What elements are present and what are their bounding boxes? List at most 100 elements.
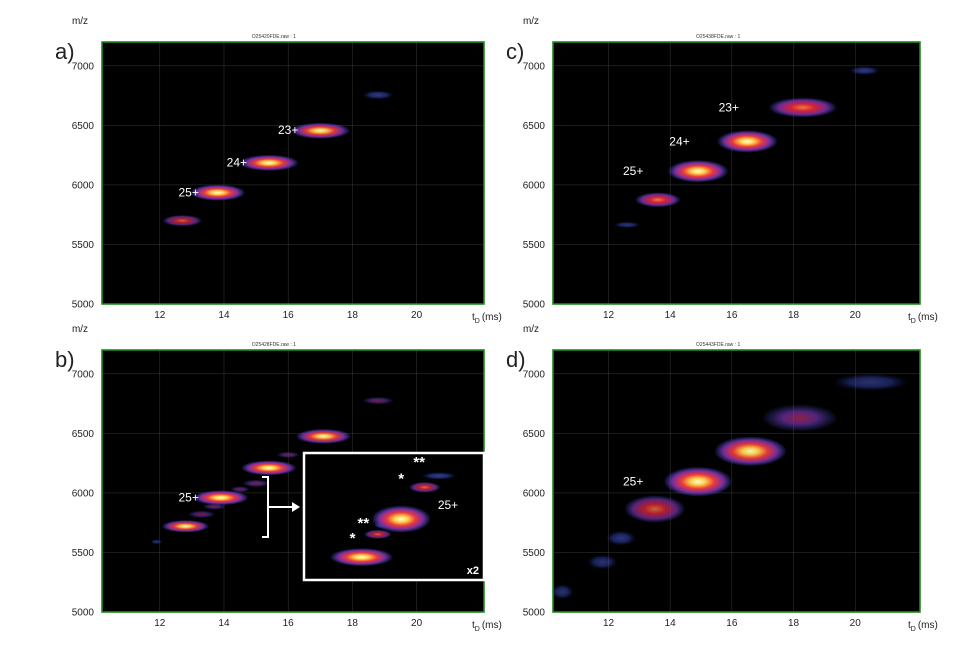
- x-axis-label-unit: (ms): [918, 312, 938, 323]
- plot-frame: [552, 349, 921, 613]
- x-tick-label: 18: [788, 618, 800, 629]
- y-tick-label: 6500: [523, 121, 546, 132]
- x-axis-label-sub: D: [911, 626, 916, 633]
- heatmap-feature: [832, 373, 909, 391]
- y-tick-label: 7000: [523, 369, 546, 380]
- inset-heatmap-feature: [371, 505, 431, 533]
- charge-state-label: 24+: [227, 155, 247, 169]
- inset-charge-label: 25+: [438, 498, 458, 512]
- x-tick-label: 20: [411, 618, 423, 629]
- inset-asterisk-label: *: [398, 470, 404, 487]
- heatmap-feature: [162, 215, 203, 227]
- x-axis-label-main: t: [472, 312, 475, 323]
- y-tick-label: 5000: [72, 608, 95, 619]
- heatmap-feature: [189, 184, 246, 201]
- x-axis-label-unit: (ms): [482, 312, 502, 323]
- charge-state-label: 24+: [669, 134, 689, 148]
- x-axis-label-sub: D: [475, 626, 480, 633]
- y-tick-label: 6500: [72, 429, 95, 440]
- y-axis-label: m/z: [523, 324, 539, 335]
- heatmap-feature: [667, 159, 729, 183]
- heatmap-feature: [587, 554, 618, 570]
- heatmap-feature: [761, 404, 838, 432]
- panel-letter: c): [506, 39, 524, 64]
- y-tick-label: 6500: [523, 429, 546, 440]
- x-tick-label: 20: [411, 310, 423, 321]
- plot-area: [102, 42, 484, 304]
- panel-letter: a): [55, 39, 75, 64]
- heatmap-feature: [150, 539, 163, 545]
- y-tick-label: 5500: [72, 548, 95, 559]
- y-tick-label: 6000: [72, 488, 95, 499]
- heatmap-feature: [849, 66, 880, 75]
- y-axis-label: m/z: [523, 16, 539, 27]
- x-axis-label: tD (ms): [472, 312, 502, 325]
- panel-file-title: O25428FDE.raw : 1: [252, 342, 296, 348]
- y-tick-label: 5500: [523, 548, 546, 559]
- heatmap-feature: [241, 460, 297, 476]
- x-tick-label: 18: [788, 310, 800, 321]
- heatmap-feature: [613, 221, 641, 228]
- heatmap-feature: [230, 486, 250, 493]
- x-tick-label: 14: [218, 310, 230, 321]
- y-tick-label: 6000: [523, 180, 546, 191]
- heatmap-feature: [295, 428, 352, 444]
- heatmap-feature: [624, 495, 686, 523]
- x-tick-label: 20: [850, 310, 862, 321]
- x-axis-label-unit: (ms): [482, 620, 502, 631]
- panel-c: 12 14 16 18 20 5000 5500 6000 6500 7000 m/z tD (ms) c…: [506, 16, 938, 325]
- panel-d: 12 14 16 18 20 5000 5500 6000 6500 7000 m/z tD (ms) d…: [506, 324, 938, 633]
- x-axis-label: tD (ms): [908, 312, 938, 325]
- zoom-inset: ***25+***x2: [302, 451, 486, 582]
- y-tick-label: 5000: [523, 300, 546, 311]
- panel-letter: d): [506, 347, 526, 372]
- heatmap-feature: [276, 451, 301, 458]
- charge-state-label: 25+: [178, 491, 198, 505]
- y-tick-label: 6000: [72, 180, 95, 191]
- heatmap-feature: [605, 530, 637, 546]
- charge-state-label: 25+: [178, 186, 198, 200]
- inset-heatmap-feature: [421, 472, 457, 480]
- inset-heatmap-feature: [329, 547, 394, 567]
- heatmap-feature: [192, 490, 249, 506]
- x-tick-label: 20: [850, 618, 862, 629]
- heatmap-feature: [768, 97, 838, 118]
- x-axis-label-main: t: [908, 620, 911, 631]
- plot-area: [553, 350, 920, 612]
- charge-state-label: 25+: [623, 475, 643, 489]
- x-axis-label-sub: D: [911, 318, 916, 325]
- panel-b: 12 14 16 18 20 5000 5500 6000 6500 7000 m/z tD (ms) b…: [55, 324, 502, 633]
- x-tick-label: 16: [726, 618, 738, 629]
- inset-heatmap-feature: [363, 529, 392, 539]
- x-tick-label: 12: [154, 310, 166, 321]
- plot-frame: [101, 41, 485, 305]
- y-axis-label: m/z: [72, 16, 88, 27]
- charge-state-label: 23+: [278, 123, 298, 137]
- heatmap-feature: [242, 479, 271, 488]
- inset-asterisk-label: *: [350, 530, 356, 547]
- inset-scale-label: x2: [467, 565, 479, 577]
- heatmap-feature: [716, 130, 778, 153]
- charge-state-label: 23+: [719, 101, 739, 115]
- x-axis-label-main: t: [472, 620, 475, 631]
- x-axis-label-main: t: [908, 312, 911, 323]
- heatmap-feature: [161, 520, 210, 533]
- x-axis-label: tD (ms): [908, 620, 938, 633]
- x-axis-label-sub: D: [475, 318, 480, 325]
- panel-file-title: O25420FDE.raw : 1: [252, 34, 296, 40]
- heatmap-feature: [187, 510, 216, 519]
- x-tick-label: 16: [283, 618, 295, 629]
- heatmap-feature: [239, 154, 299, 172]
- y-tick-label: 6500: [72, 121, 95, 132]
- heatmap-feature: [362, 90, 394, 100]
- x-tick-label: 14: [665, 618, 677, 629]
- inset-asterisk-label: **: [413, 454, 425, 471]
- plot-frame: [552, 41, 921, 305]
- x-tick-label: 12: [603, 618, 615, 629]
- y-tick-label: 5500: [523, 240, 546, 251]
- y-tick-label: 5500: [72, 240, 95, 251]
- zoom-arrow-head: [292, 502, 300, 512]
- x-tick-label: 16: [283, 310, 295, 321]
- x-tick-label: 12: [603, 310, 615, 321]
